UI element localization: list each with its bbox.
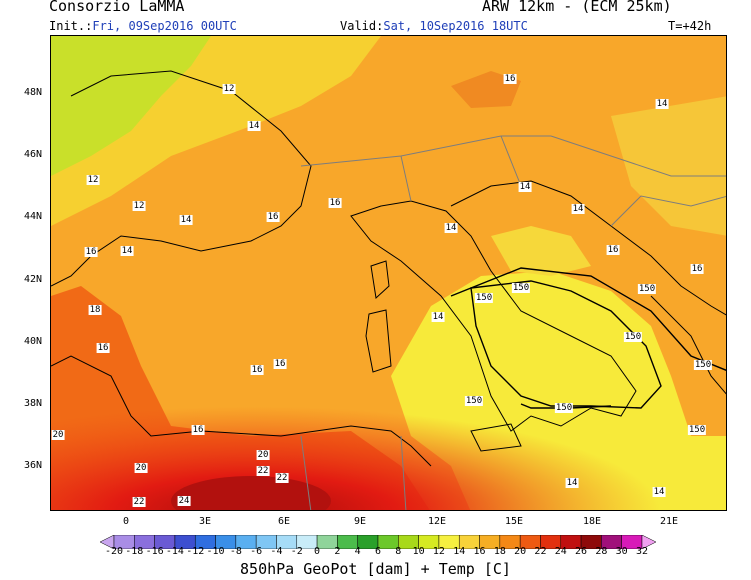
temp-label: 16 (84, 247, 98, 257)
scale-label: 20 (514, 546, 527, 557)
scale-label: 26 (575, 546, 588, 557)
lat-label: 40N (24, 336, 43, 347)
geopot-label: 150 (474, 293, 494, 303)
scale-label: 16 (473, 546, 486, 557)
temp-label: 14 (565, 478, 579, 488)
scale-label: 6 (374, 546, 382, 557)
valid-time: Valid:Sat, 10Sep2016 18UTC (340, 19, 528, 33)
scale-label: 24 (554, 546, 567, 557)
temp-label: 14 (120, 246, 134, 256)
lon-label: 18E (582, 516, 602, 527)
lon-label: 15E (504, 516, 524, 527)
lon-label: 21E (659, 516, 679, 527)
temp-label: 12 (132, 201, 146, 211)
scale-label: 14 (453, 546, 466, 557)
lon-label: 0 (122, 516, 130, 527)
temperature-field (51, 36, 726, 510)
lat-label: 46N (24, 149, 43, 160)
temp-label: 14 (247, 121, 261, 131)
scale-label: -14 (165, 546, 184, 557)
scale-label: -16 (145, 546, 164, 557)
temp-label: 20 (51, 430, 65, 440)
temp-label: 22 (256, 466, 270, 476)
scale-arrow-high (641, 535, 656, 549)
scale-label: -20 (104, 546, 124, 557)
temp-label: 14 (444, 223, 458, 233)
temp-label: 14 (571, 204, 585, 214)
init-label: Init.: (49, 19, 93, 33)
scale-label: 22 (534, 546, 547, 557)
color-scale-bar (100, 535, 656, 549)
scale-label: 10 (412, 546, 425, 557)
init-time: Init.:Fri, 09Sep2016 00UTC (49, 19, 237, 33)
scale-label: -8 (229, 546, 242, 557)
geopot-label: 150 (623, 332, 643, 342)
temp-label: 14 (518, 182, 532, 192)
valid-label: Valid: (340, 19, 384, 33)
scale-label: 30 (615, 546, 628, 557)
scale-label: 28 (595, 546, 608, 557)
init-value: Fri, 09Sep2016 00UTC (92, 19, 237, 33)
temp-label: 12 (222, 84, 236, 94)
lat-label: 38N (24, 398, 43, 409)
scale-label: -18 (125, 546, 144, 557)
lon-label: 6E (277, 516, 291, 527)
temp-label: 20 (256, 450, 270, 460)
scale-label: 18 (493, 546, 506, 557)
temp-label: 16 (250, 365, 264, 375)
temp-label: 22 (132, 497, 146, 507)
lon-label: 9E (353, 516, 367, 527)
lon-label: 12E (427, 516, 447, 527)
scale-label: -6 (250, 546, 263, 557)
temp-label: 18 (88, 305, 102, 315)
geopot-label: 150 (687, 425, 707, 435)
scale-label: -10 (206, 546, 225, 557)
forecast-lead: T=+42h (668, 19, 712, 33)
geopot-label: 150 (554, 403, 574, 413)
temp-label: 16 (690, 264, 704, 274)
lat-label: 36N (24, 460, 43, 471)
forecast-map: 12 14 14 12 12 14 16 16 14 14 16 16 14 1… (50, 35, 727, 511)
scale-label: 32 (635, 546, 649, 557)
temp-label: 14 (431, 312, 445, 322)
temp-label: 22 (275, 473, 289, 483)
scale-label: 2 (334, 546, 341, 557)
scale-label: 8 (395, 546, 402, 557)
scale-label: 0 (314, 546, 321, 557)
temp-label: 14 (179, 215, 193, 225)
geopot-label: 150 (511, 283, 531, 293)
temp-label: 16 (503, 74, 517, 84)
temp-label: 16 (273, 359, 287, 369)
temp-label: 16 (191, 425, 205, 435)
valid-value: Sat, 10Sep2016 18UTC (383, 19, 528, 33)
scale-label: -12 (186, 546, 205, 557)
temp-label: 12 (86, 175, 100, 185)
lat-label: 44N (24, 211, 43, 222)
scale-label: 4 (354, 546, 361, 557)
temp-label: 16 (266, 212, 280, 222)
model-title: ARW 12km - (ECM 25km) (482, 0, 672, 15)
temp-label: 16 (328, 198, 342, 208)
lat-label: 48N (24, 87, 43, 98)
geopot-label: 150 (637, 284, 657, 294)
temp-label: 24 (177, 496, 191, 506)
lon-label: 3E (198, 516, 212, 527)
temp-label: 14 (655, 99, 669, 109)
scale-label: -4 (270, 546, 283, 557)
temp-label: 16 (96, 343, 110, 353)
footer-caption: 850hPa GeoPot [dam] + Temp [C] (240, 560, 511, 578)
scale-label: -2 (290, 546, 303, 557)
temp-label: 20 (134, 463, 148, 473)
lat-label: 42N (24, 274, 43, 285)
org-title: Consorzio LaMMA (49, 0, 185, 15)
geopot-label: 150 (693, 360, 713, 370)
geopot-label: 150 (464, 396, 484, 406)
temp-label: 16 (606, 245, 620, 255)
temp-label: 14 (652, 487, 666, 497)
scale-label: 12 (432, 546, 445, 557)
